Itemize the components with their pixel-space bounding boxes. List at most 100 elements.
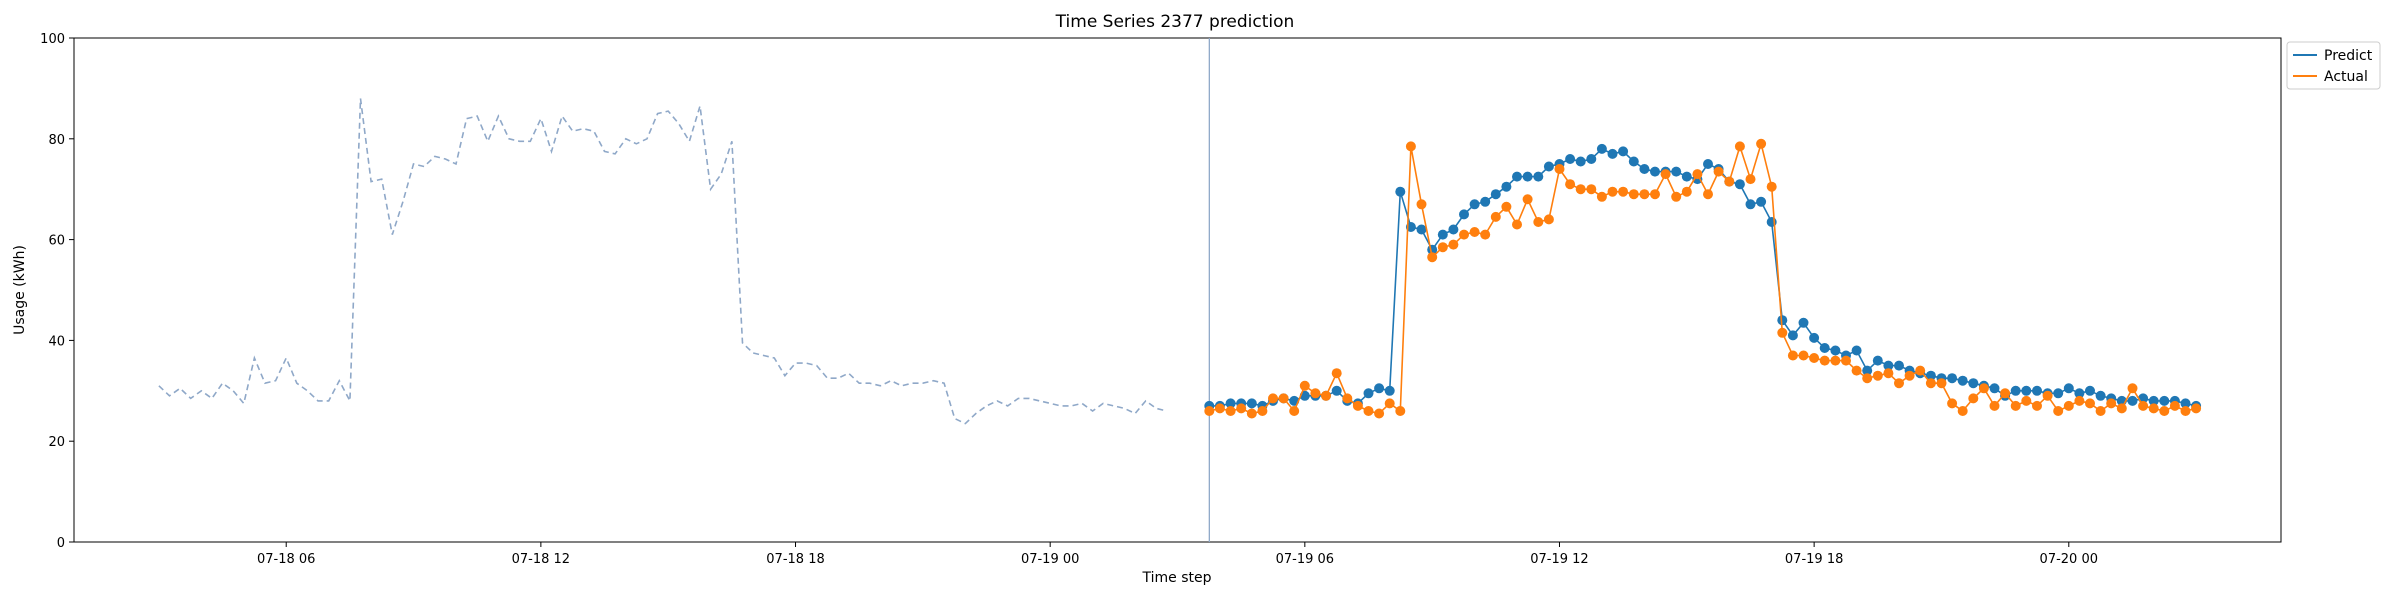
- predict-point: [1639, 164, 1650, 174]
- actual-point: [1671, 191, 1682, 202]
- plot-frame: [73, 37, 2282, 543]
- predict-point: [1894, 360, 1904, 371]
- actual-point: [1618, 186, 1629, 197]
- x-tick-label: 07-19 12: [1530, 552, 1588, 567]
- series-actual: [1204, 138, 2202, 419]
- actual-point: [1798, 350, 1809, 361]
- predict-point: [2127, 395, 2138, 406]
- actual-point: [1257, 406, 1268, 416]
- actual-point: [1565, 179, 1576, 190]
- predict-point: [1490, 189, 1501, 200]
- actual-point: [2085, 398, 2095, 409]
- y-tick-label: 20: [48, 435, 65, 450]
- actual-point: [1374, 408, 1385, 419]
- actual-point: [1586, 184, 1597, 195]
- actual-point: [1872, 370, 1883, 381]
- predict-point: [1745, 199, 1756, 210]
- actual-point: [1289, 406, 1300, 416]
- x-tick-label: 07-19 18: [1785, 552, 1843, 567]
- actual-point: [1278, 393, 1289, 404]
- actual-point: [1363, 406, 1374, 416]
- actual-point: [1268, 393, 1278, 404]
- actual-point: [1639, 189, 1650, 200]
- y-axis: 0 20 40 60 80 100: [40, 32, 74, 551]
- actual-point: [1660, 169, 1671, 180]
- actual-point: [1299, 380, 1310, 391]
- actual-point: [1342, 393, 1353, 404]
- actual-point: [1809, 353, 1820, 363]
- x-tick-label: 07-18 12: [512, 552, 570, 567]
- series-layer: [158, 98, 2202, 425]
- actual-point: [1225, 406, 1236, 416]
- predict-point: [1618, 146, 1629, 157]
- actual-point: [1745, 174, 1756, 185]
- actual-point: [1236, 403, 1247, 414]
- y-tick-label: 0: [57, 536, 65, 551]
- predict-point: [1480, 196, 1491, 207]
- actual-point: [1947, 398, 1958, 409]
- actual-point: [1968, 393, 1979, 404]
- actual-point: [1384, 398, 1395, 409]
- actual-point: [2106, 398, 2117, 409]
- actual-point: [1437, 242, 1448, 253]
- legend-label-predict: Predict: [2324, 48, 2373, 64]
- predict-point: [1671, 166, 1682, 177]
- x-tick-label: 07-19 00: [1021, 552, 1079, 567]
- actual-point: [2127, 383, 2138, 394]
- predict-point: [1862, 365, 1873, 376]
- actual-point: [2138, 400, 2149, 411]
- actual-point: [1490, 211, 1501, 222]
- actual-point: [1395, 406, 1406, 416]
- actual-point: [1830, 355, 1841, 366]
- actual-point: [1575, 184, 1586, 195]
- predict-point: [1575, 156, 1586, 167]
- actual-point: [2074, 395, 2085, 406]
- x-tick-label: 07-18 06: [257, 552, 315, 567]
- predict-point: [1363, 388, 1374, 399]
- actual-point: [1703, 189, 1713, 200]
- actual-point: [1204, 406, 1215, 416]
- predict-point: [1374, 383, 1385, 394]
- predict-point: [2021, 385, 2032, 396]
- legend-box: [2286, 41, 2381, 90]
- x-axis: 07-18 06 07-18 12 07-18 18 07-19 00 07-19 06…: [257, 542, 2098, 567]
- predict-point: [1851, 345, 1862, 356]
- actual-point: [1819, 355, 1830, 366]
- actual-point: [1554, 164, 1565, 174]
- actual-point: [2095, 406, 2106, 416]
- predict-point: [1756, 196, 1767, 207]
- actual-point: [1925, 378, 1936, 389]
- actual-point: [1904, 370, 1915, 381]
- predict-point: [1225, 398, 1236, 409]
- actual-point: [1692, 169, 1703, 180]
- actual-point: [2063, 400, 2074, 411]
- legend: Predict Actual: [2286, 41, 2381, 90]
- actual-point: [2148, 403, 2159, 414]
- predict-point: [1957, 375, 1968, 386]
- actual-point: [1310, 388, 1321, 399]
- predict-point: [1522, 171, 1533, 182]
- predict-point: [1246, 398, 1257, 409]
- actual-point: [1734, 141, 1745, 152]
- predict-point: [1809, 332, 1820, 343]
- predict-point: [2085, 385, 2095, 396]
- predict-point: [2032, 385, 2042, 396]
- actual-point: [1915, 365, 1926, 376]
- actual-point: [2032, 400, 2042, 411]
- actual-point: [1543, 214, 1554, 225]
- chart-title: Time Series 2377 prediction: [1055, 12, 1295, 32]
- actual-point: [2191, 403, 2202, 414]
- actual-point: [1596, 191, 1607, 202]
- actual-point: [1766, 181, 1777, 192]
- predict-point: [2053, 388, 2064, 399]
- actual-point: [1501, 201, 1512, 212]
- actual-point: [1427, 252, 1438, 263]
- predict-point: [1883, 360, 1894, 371]
- actual-point: [1405, 141, 1416, 152]
- predict-point: [1798, 317, 1809, 328]
- predict-point: [1395, 186, 1406, 197]
- predict-point: [1650, 166, 1660, 177]
- predict-point: [1787, 330, 1798, 341]
- predict-point: [2159, 395, 2170, 406]
